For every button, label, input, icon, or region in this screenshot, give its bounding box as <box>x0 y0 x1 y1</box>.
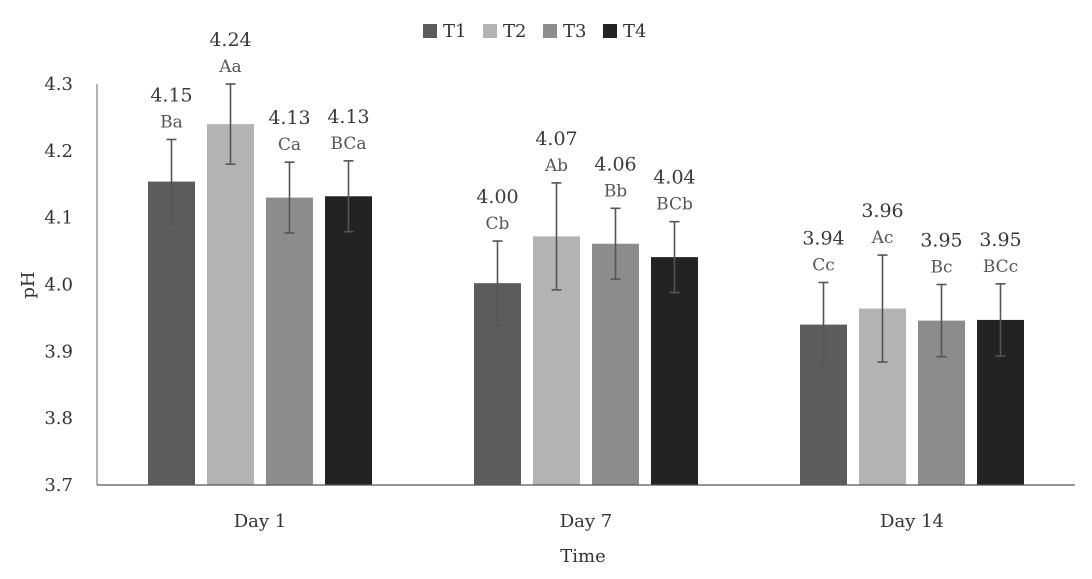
value-label: 4.06 <box>594 153 636 175</box>
x-axis: Day 1 Day 7 Day 14 <box>97 484 1075 532</box>
y-tick-label: 4.2 <box>44 141 73 162</box>
significance-letter: BCb <box>656 195 693 215</box>
significance-letter: Cc <box>812 255 835 275</box>
y-tick-label: 3.9 <box>44 341 73 362</box>
y-axis: 3.7 3.8 3.9 4.0 4.1 4.2 4.3 <box>44 74 98 496</box>
x-axis-title: Time <box>560 546 605 567</box>
y-tick-label: 4.1 <box>44 208 73 229</box>
bars <box>148 124 1024 485</box>
y-tick-label: 3.7 <box>44 475 73 496</box>
legend-swatch-t3 <box>543 24 557 38</box>
y-tick-label: 3.8 <box>44 408 73 429</box>
error-bars <box>166 83 1006 368</box>
legend: T1 T2 T3 T4 <box>423 21 646 42</box>
x-tick-label: Day 14 <box>880 511 944 532</box>
legend-label: T3 <box>563 21 586 42</box>
significance-letter: Ca <box>278 135 301 155</box>
significance-letter: Ab <box>544 156 568 176</box>
value-label: 4.15 <box>150 84 192 106</box>
legend-swatch-t1 <box>423 24 437 38</box>
value-label: 3.96 <box>861 200 903 222</box>
x-tick-label: Day 7 <box>560 511 613 532</box>
value-label: 4.07 <box>535 128 577 150</box>
significance-letter: Ac <box>871 228 894 248</box>
bar-t4 <box>325 196 372 485</box>
data-labels: Ba 4.15 Aa 4.24 Ca 4.13 BCa 4.13 Cb 4.00 Ab 4.07 Bb 4… <box>150 29 1021 278</box>
significance-letter: Aa <box>218 57 241 77</box>
significance-letter: Cb <box>486 214 510 234</box>
value-label: 4.24 <box>209 29 251 51</box>
value-label: 4.00 <box>476 186 518 208</box>
legend-label: T4 <box>623 21 646 42</box>
value-label: 4.13 <box>268 107 310 129</box>
significance-letter: Ba <box>160 112 183 132</box>
bar-t4 <box>651 257 698 485</box>
x-tick-label: Day 1 <box>234 511 287 532</box>
value-label: 3.94 <box>802 227 844 249</box>
bar-t2 <box>207 124 254 485</box>
bar-t3 <box>592 243 639 485</box>
y-tick-label: 4.3 <box>44 74 73 95</box>
legend-label: T1 <box>443 21 466 42</box>
value-label: 4.04 <box>653 167 695 189</box>
bar-t1 <box>148 181 195 485</box>
value-label: 3.95 <box>920 230 962 252</box>
y-axis-title: pH <box>18 271 39 298</box>
significance-letter: Bb <box>604 181 627 201</box>
value-label: 4.13 <box>327 106 369 128</box>
significance-letter: BCc <box>983 257 1018 277</box>
bar-t3 <box>266 197 313 485</box>
significance-letter: Bc <box>930 258 952 278</box>
significance-letter: BCa <box>331 134 367 154</box>
legend-swatch-t2 <box>483 24 497 38</box>
legend-swatch-t4 <box>603 24 617 38</box>
value-label: 3.95 <box>979 229 1021 251</box>
y-tick-label: 4.0 <box>44 275 73 296</box>
legend-label: T2 <box>503 21 526 42</box>
